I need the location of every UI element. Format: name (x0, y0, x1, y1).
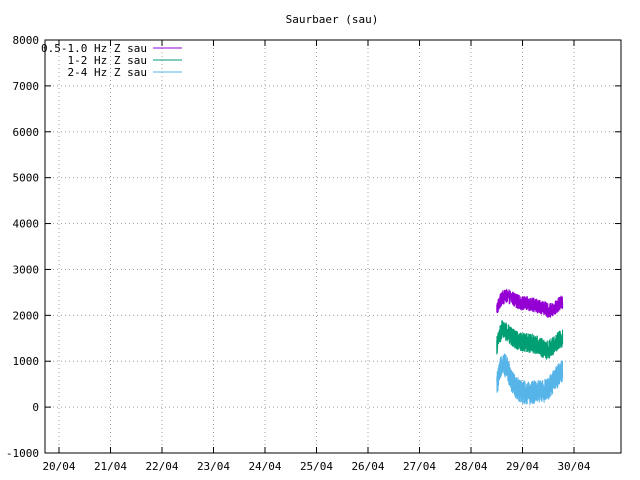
y-tick-label: 2000 (13, 309, 40, 322)
x-tick-label: 27/04 (403, 460, 436, 473)
x-tick-label: 20/04 (42, 460, 75, 473)
grid (45, 40, 621, 453)
legend-label: 2-4 Hz Z sau (68, 66, 147, 79)
plot-frame (44, 39, 622, 454)
x-tick-label: 24/04 (248, 460, 281, 473)
chart-title: Saurbaer (sau) (286, 13, 379, 26)
x-tick-label: 30/04 (557, 460, 590, 473)
series-group (496, 288, 564, 405)
series-line-2 (496, 320, 564, 360)
y-tick-label: 4000 (13, 218, 40, 231)
y-tick-label: 6000 (13, 126, 40, 139)
y-tick-label: 5000 (13, 172, 40, 185)
y-tick-label: 7000 (13, 80, 40, 93)
legend-label: 0.5-1.0 Hz Z sau (41, 42, 147, 55)
x-tick-label: 22/04 (145, 460, 178, 473)
series-line-3 (496, 353, 564, 405)
y-tick-label: -1000 (6, 447, 39, 460)
x-tick-label: 23/04 (197, 460, 230, 473)
legend-label: 1-2 Hz Z sau (68, 54, 147, 67)
y-tick-label: 0 (32, 401, 39, 414)
x-tick-label: 25/04 (300, 460, 333, 473)
y-tick-label: 8000 (13, 34, 40, 47)
x-tick-label: 28/04 (454, 460, 487, 473)
y-tick-label: 1000 (13, 355, 40, 368)
y-tick-label: 3000 (13, 263, 40, 276)
x-tick-label: 21/04 (94, 460, 127, 473)
axes: -1000 0 1000 2000 3000 4000 5000 6000 7000 8000 20… (6, 34, 621, 473)
x-tick-label: 29/04 (506, 460, 539, 473)
series-line-1 (496, 288, 564, 318)
x-tick-label: 26/04 (351, 460, 384, 473)
